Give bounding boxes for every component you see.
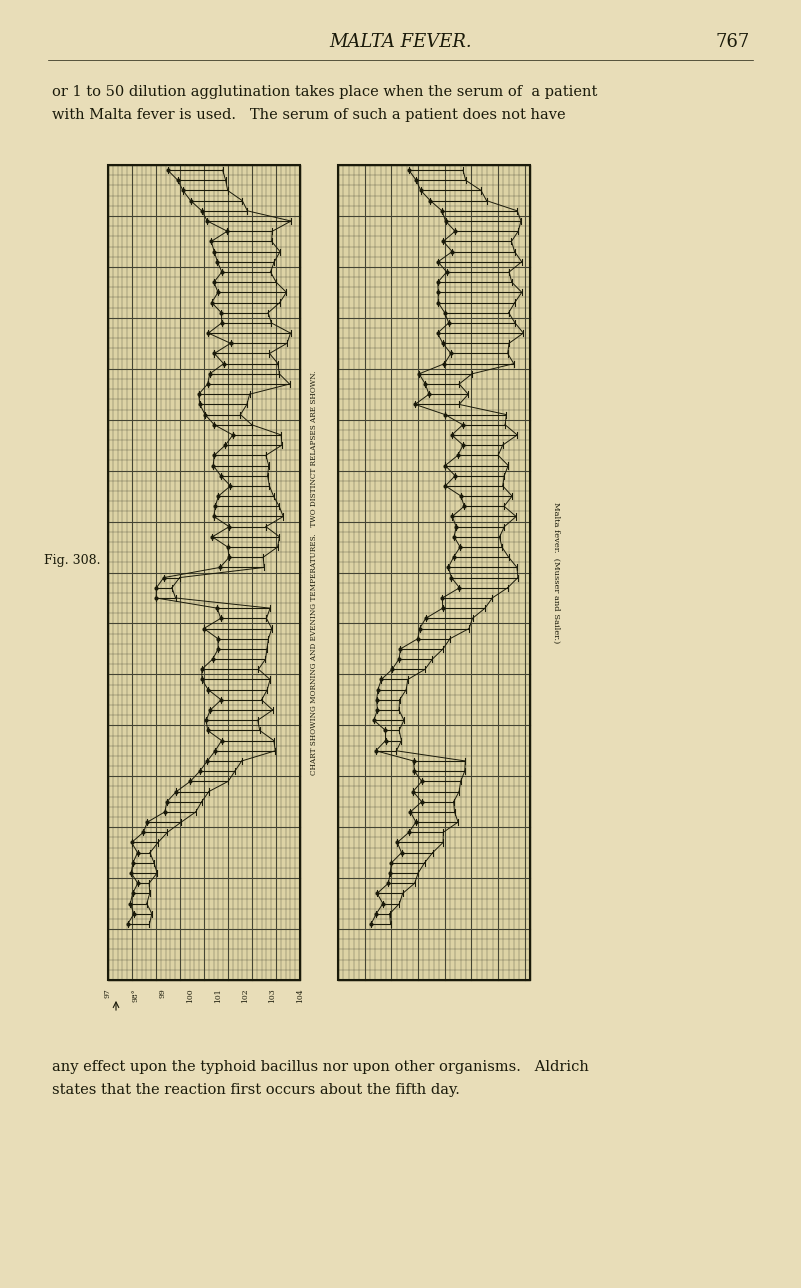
Bar (108, 165, 300, 980)
Text: states that the reaction first occurs about the fifth day.: states that the reaction first occurs ab… (52, 1083, 460, 1097)
Text: 103: 103 (268, 988, 276, 1003)
Text: 104: 104 (296, 988, 304, 1002)
Bar (338, 165, 530, 980)
Text: or 1 to 50 dilution agglutination takes place when the serum of  a patient: or 1 to 50 dilution agglutination takes … (52, 85, 598, 99)
Text: Fig. 308.: Fig. 308. (44, 554, 101, 567)
Text: any effect upon the typhoid bacillus nor upon other organisms.   Aldrich: any effect upon the typhoid bacillus nor… (52, 1060, 589, 1074)
Bar (338, 165, 530, 980)
Text: 767: 767 (716, 33, 750, 52)
Text: 102: 102 (241, 988, 249, 1002)
Text: CHART SHOWING MORNING AND EVENING TEMPERATURES.   TWO DISTINCT RELAPSES ARE SHOW: CHART SHOWING MORNING AND EVENING TEMPER… (310, 371, 318, 774)
Text: MALTA FEVER.: MALTA FEVER. (329, 33, 472, 52)
Text: 97: 97 (104, 988, 112, 998)
Bar (108, 165, 300, 980)
Text: 101: 101 (214, 988, 222, 1002)
Text: Malta fever.  (Musser and Sailer.): Malta fever. (Musser and Sailer.) (552, 502, 560, 643)
Text: 98°: 98° (131, 988, 139, 1002)
Text: 100: 100 (187, 988, 195, 1002)
Text: 99: 99 (159, 988, 167, 998)
Text: with Malta fever is used.   The serum of such a patient does not have: with Malta fever is used. The serum of s… (52, 108, 566, 122)
